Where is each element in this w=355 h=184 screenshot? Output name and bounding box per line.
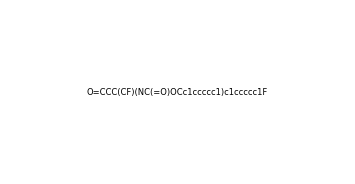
Text: O=CCC(CF)(NC(=O)OCc1ccccc1)c1ccccc1F: O=CCC(CF)(NC(=O)OCc1ccccc1)c1ccccc1F bbox=[87, 88, 268, 96]
